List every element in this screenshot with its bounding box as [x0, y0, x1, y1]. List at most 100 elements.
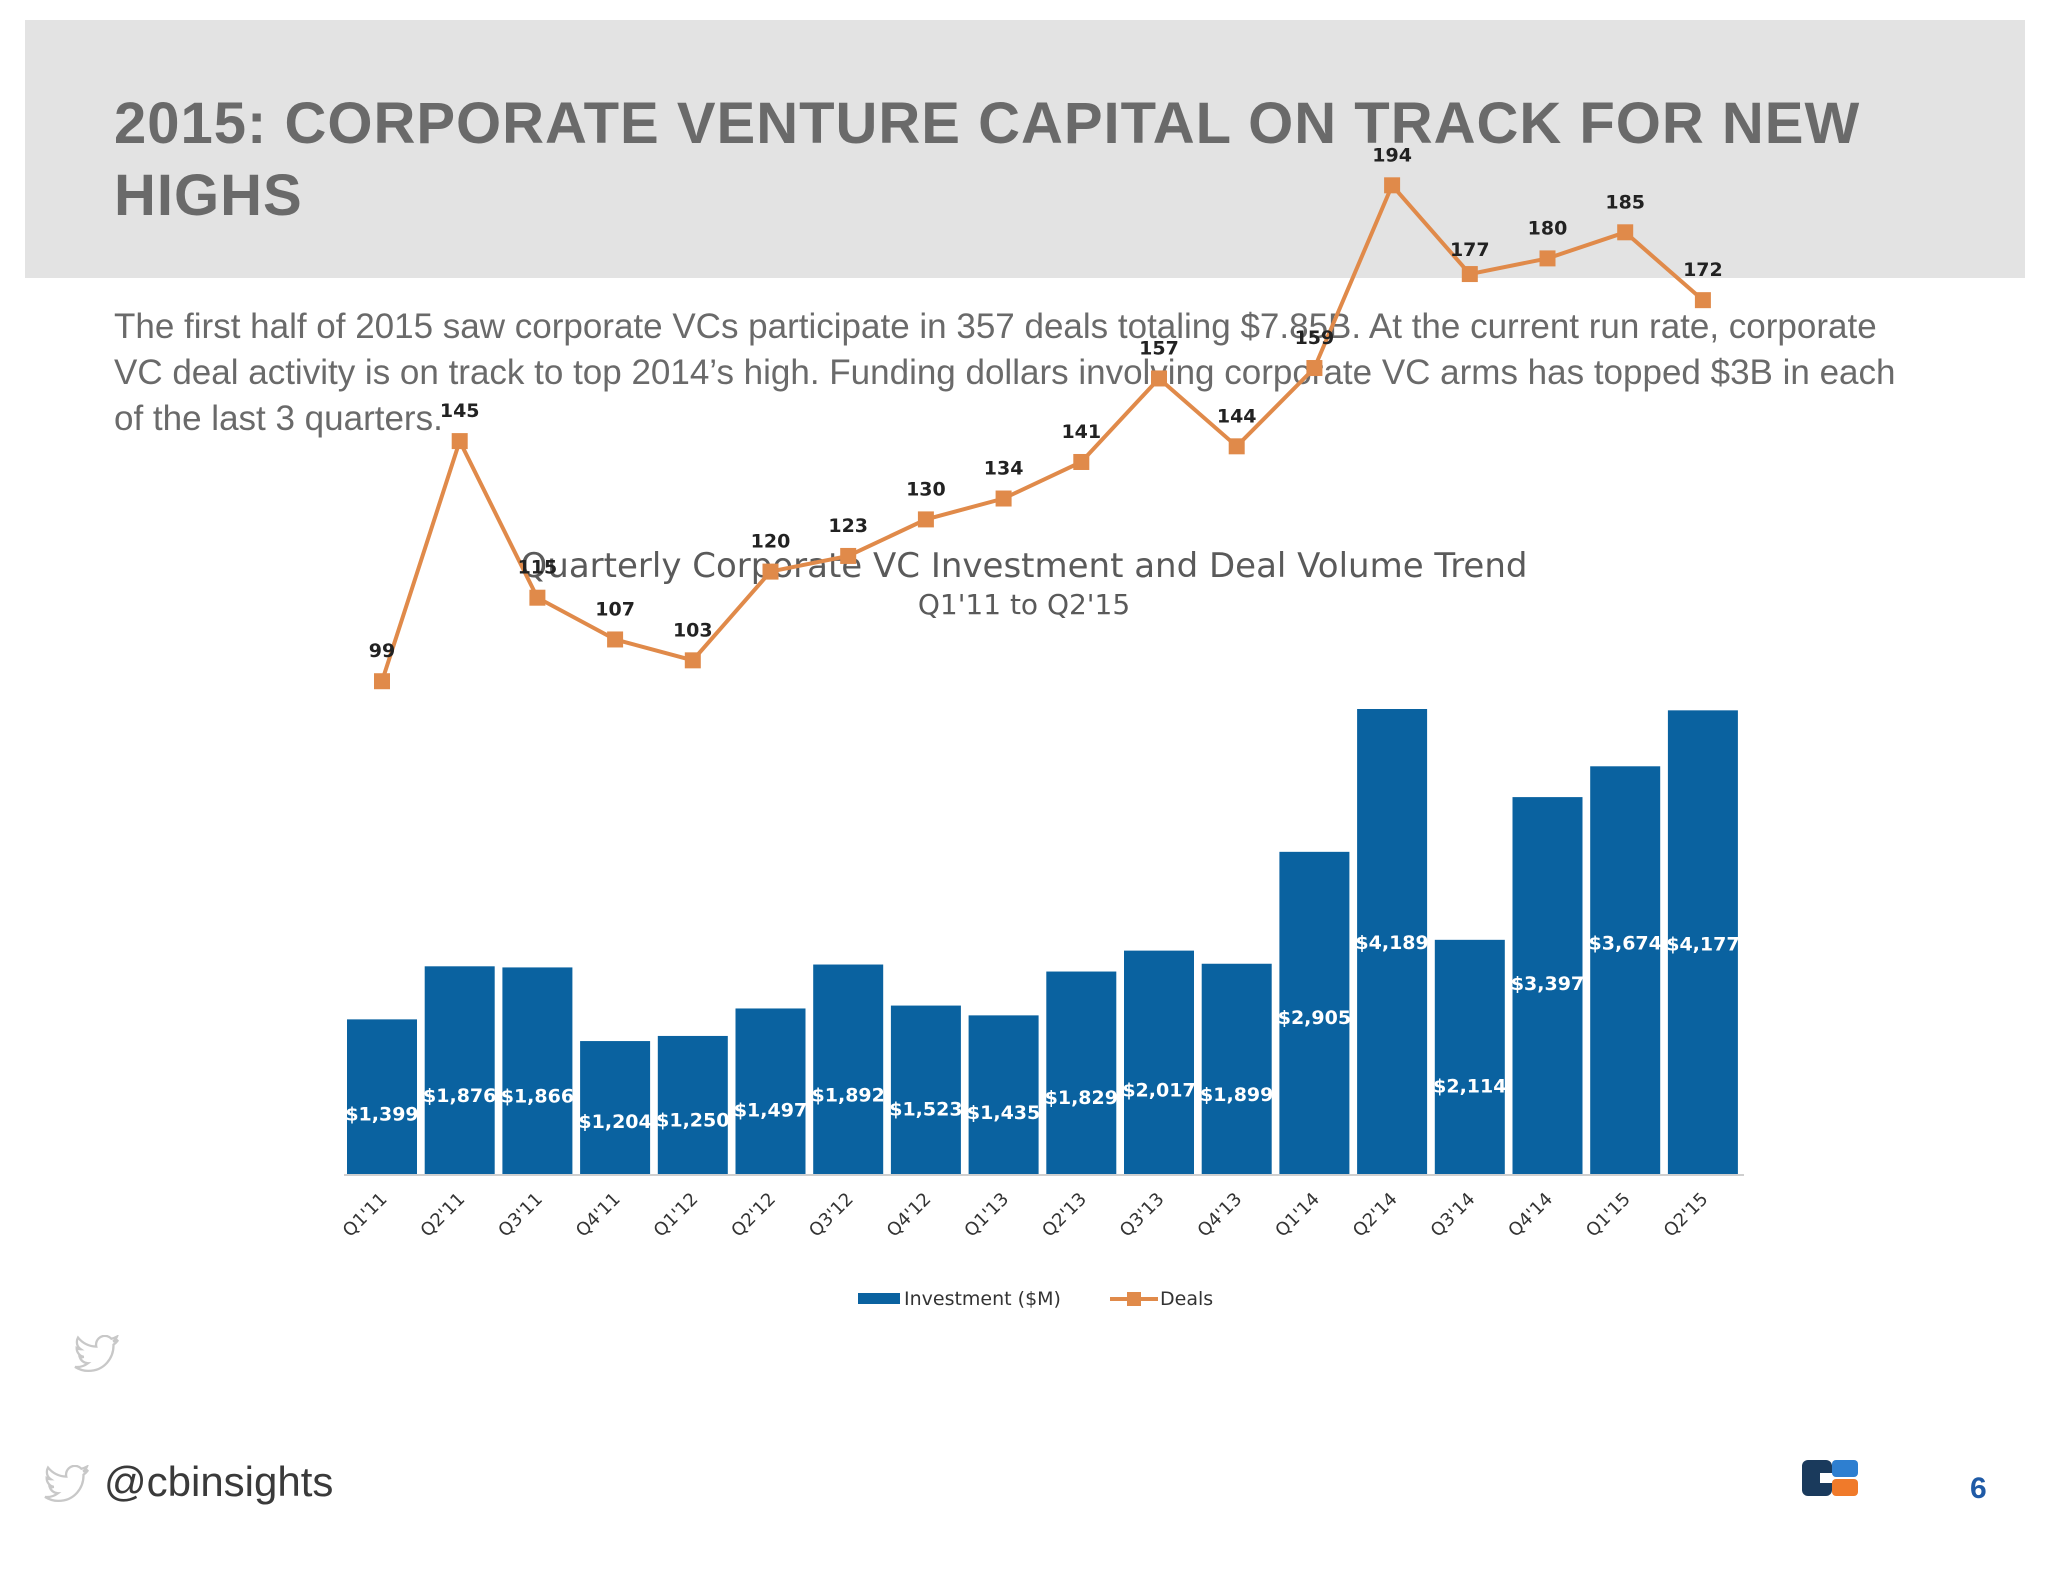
investment-bar	[1279, 851, 1350, 1175]
legend: Investment ($M) Deals	[858, 1288, 1213, 1310]
chart-subtitle: Q1'11 to Q2'15	[918, 588, 1130, 621]
deals-data-label: 185	[1605, 191, 1645, 213]
investment-data-label: $1,899	[1200, 1084, 1273, 1106]
deals-marker	[1539, 250, 1556, 267]
investment-bar	[1590, 766, 1661, 1175]
investment-bar	[890, 1005, 961, 1175]
x-tick-label: Q4'12	[883, 1189, 936, 1242]
x-tick-label: Q4'11	[572, 1189, 625, 1242]
deals-data-label: 172	[1683, 259, 1723, 281]
deals-data-label: 115	[518, 557, 558, 579]
investment-data-label: $1,435	[967, 1102, 1040, 1124]
investment-data-label: $1,829	[1045, 1087, 1118, 1109]
twitter-bird-icon	[74, 1335, 120, 1373]
deals-marker	[451, 433, 468, 450]
investment-data-label: $3,397	[1511, 973, 1584, 995]
investment-bar	[1046, 971, 1117, 1175]
investment-bar	[1357, 709, 1428, 1175]
investment-data-label: $1,399	[345, 1104, 418, 1126]
deals-marker	[1617, 224, 1634, 241]
x-tick-label: Q1'11	[339, 1189, 392, 1242]
page-number: 6	[1970, 1472, 1987, 1505]
deals-marker	[1151, 370, 1167, 387]
investment-bar	[502, 967, 573, 1175]
deals-data-label: 159	[1295, 327, 1335, 349]
legend-deals-label: Deals	[1160, 1288, 1213, 1310]
deals-marker	[1306, 360, 1323, 377]
deals-data-label: 134	[984, 458, 1024, 480]
deals-marker	[374, 673, 390, 690]
deals-data-label: 157	[1139, 337, 1179, 359]
deals-data-label: 123	[828, 515, 868, 537]
investment-bar	[1512, 797, 1583, 1175]
x-tick-label: Q3'12	[805, 1189, 858, 1242]
deals-marker	[917, 511, 934, 528]
deals-data-label: 130	[906, 478, 946, 500]
investment-data-label: $4,189	[1355, 932, 1428, 954]
investment-data-label: $1,892	[812, 1084, 885, 1106]
x-tick-labels: Q1'11 Q2'11 Q3'11 Q4'11 Q1'12 Q2'12 Q3'12 Q4'12…	[339, 1189, 1713, 1242]
twitter-handle[interactable]: @cbinsights	[104, 1458, 334, 1505]
investment-bar	[347, 1019, 417, 1175]
x-tick-label: Q1'14	[1271, 1189, 1324, 1242]
x-tick-label: Q4'13	[1194, 1189, 1247, 1242]
x-tick-label: Q2'15	[1660, 1189, 1713, 1242]
deals-data-label: 145	[440, 400, 480, 422]
investment-data-label: $2,905	[1278, 1007, 1351, 1029]
bars-layer: $1,399$1,876 $1,866$1,204 $1,250 $1,497$1,8…	[345, 709, 1740, 1175]
deals-marker	[762, 563, 779, 580]
twitter-bird-icon	[44, 1465, 90, 1503]
deals-marker	[1461, 266, 1478, 283]
legend-deals-marker	[1127, 1292, 1141, 1306]
investment-bar	[968, 1015, 1039, 1175]
deals-line	[380, 181, 1705, 682]
deals-marker	[529, 589, 546, 606]
deals-data-label: 99	[369, 640, 395, 662]
investment-bar	[424, 966, 495, 1175]
deals-data-label: 180	[1528, 217, 1568, 239]
deals-marker	[684, 652, 701, 669]
investment-data-label: $3,674	[1589, 932, 1662, 954]
investment-data-label: $1,876	[423, 1085, 496, 1107]
deals-data-label: 177	[1450, 239, 1490, 261]
x-tick-label: Q3'14	[1427, 1189, 1480, 1242]
investment-data-label: $1,204	[578, 1111, 651, 1133]
investment-data-label: $1,497	[734, 1100, 807, 1122]
intro-paragraph: The first half of 2015 saw corporate VCs…	[114, 307, 1896, 438]
deals-data-label: 141	[1061, 421, 1101, 443]
slide-title: 2015: CORPORATE VENTURE CAPITAL ON TRACK…	[114, 91, 1861, 228]
cb-insights-logo-icon	[1802, 1460, 1858, 1496]
deals-marker	[1694, 292, 1711, 309]
deals-marker	[995, 490, 1012, 507]
investment-data-label: $1,250	[656, 1109, 729, 1131]
deals-marker	[1228, 438, 1245, 455]
x-tick-label: Q2'11	[417, 1189, 470, 1242]
deals-data-label: 103	[673, 619, 713, 641]
investment-data-label: $1,866	[501, 1085, 574, 1107]
deals-data-label: 144	[1217, 405, 1257, 427]
deals-marker	[1384, 177, 1401, 194]
legend-investment-label: Investment ($M)	[904, 1288, 1061, 1310]
line-layer: 99 145 115 107 103 120 123 130 134 141 157 144 159 19…	[369, 144, 1723, 690]
investment-bar	[813, 964, 884, 1175]
x-tick-label: Q2'14	[1349, 1189, 1402, 1242]
investment-bar	[1201, 963, 1272, 1175]
x-tick-label: Q1'13	[960, 1189, 1013, 1242]
x-tick-label: Q3'11	[494, 1189, 547, 1242]
deals-data-label: 120	[751, 531, 791, 553]
investment-bar	[580, 1041, 651, 1175]
investment-bar	[1434, 939, 1505, 1175]
deals-data-label: 194	[1372, 144, 1412, 166]
investment-data-label: $2,017	[1122, 1079, 1195, 1101]
x-tick-label: Q2'12	[727, 1189, 780, 1242]
investment-bar	[657, 1035, 728, 1175]
x-tick-label: Q2'13	[1038, 1189, 1091, 1242]
deals-marker	[607, 631, 624, 648]
x-tick-label: Q3'13	[1116, 1189, 1169, 1242]
deals-marker	[1073, 453, 1090, 470]
investment-bar	[1667, 710, 1738, 1175]
investment-data-label: $4,177	[1666, 933, 1739, 955]
investment-bar	[1124, 950, 1194, 1175]
legend-investment-swatch	[858, 1293, 900, 1304]
